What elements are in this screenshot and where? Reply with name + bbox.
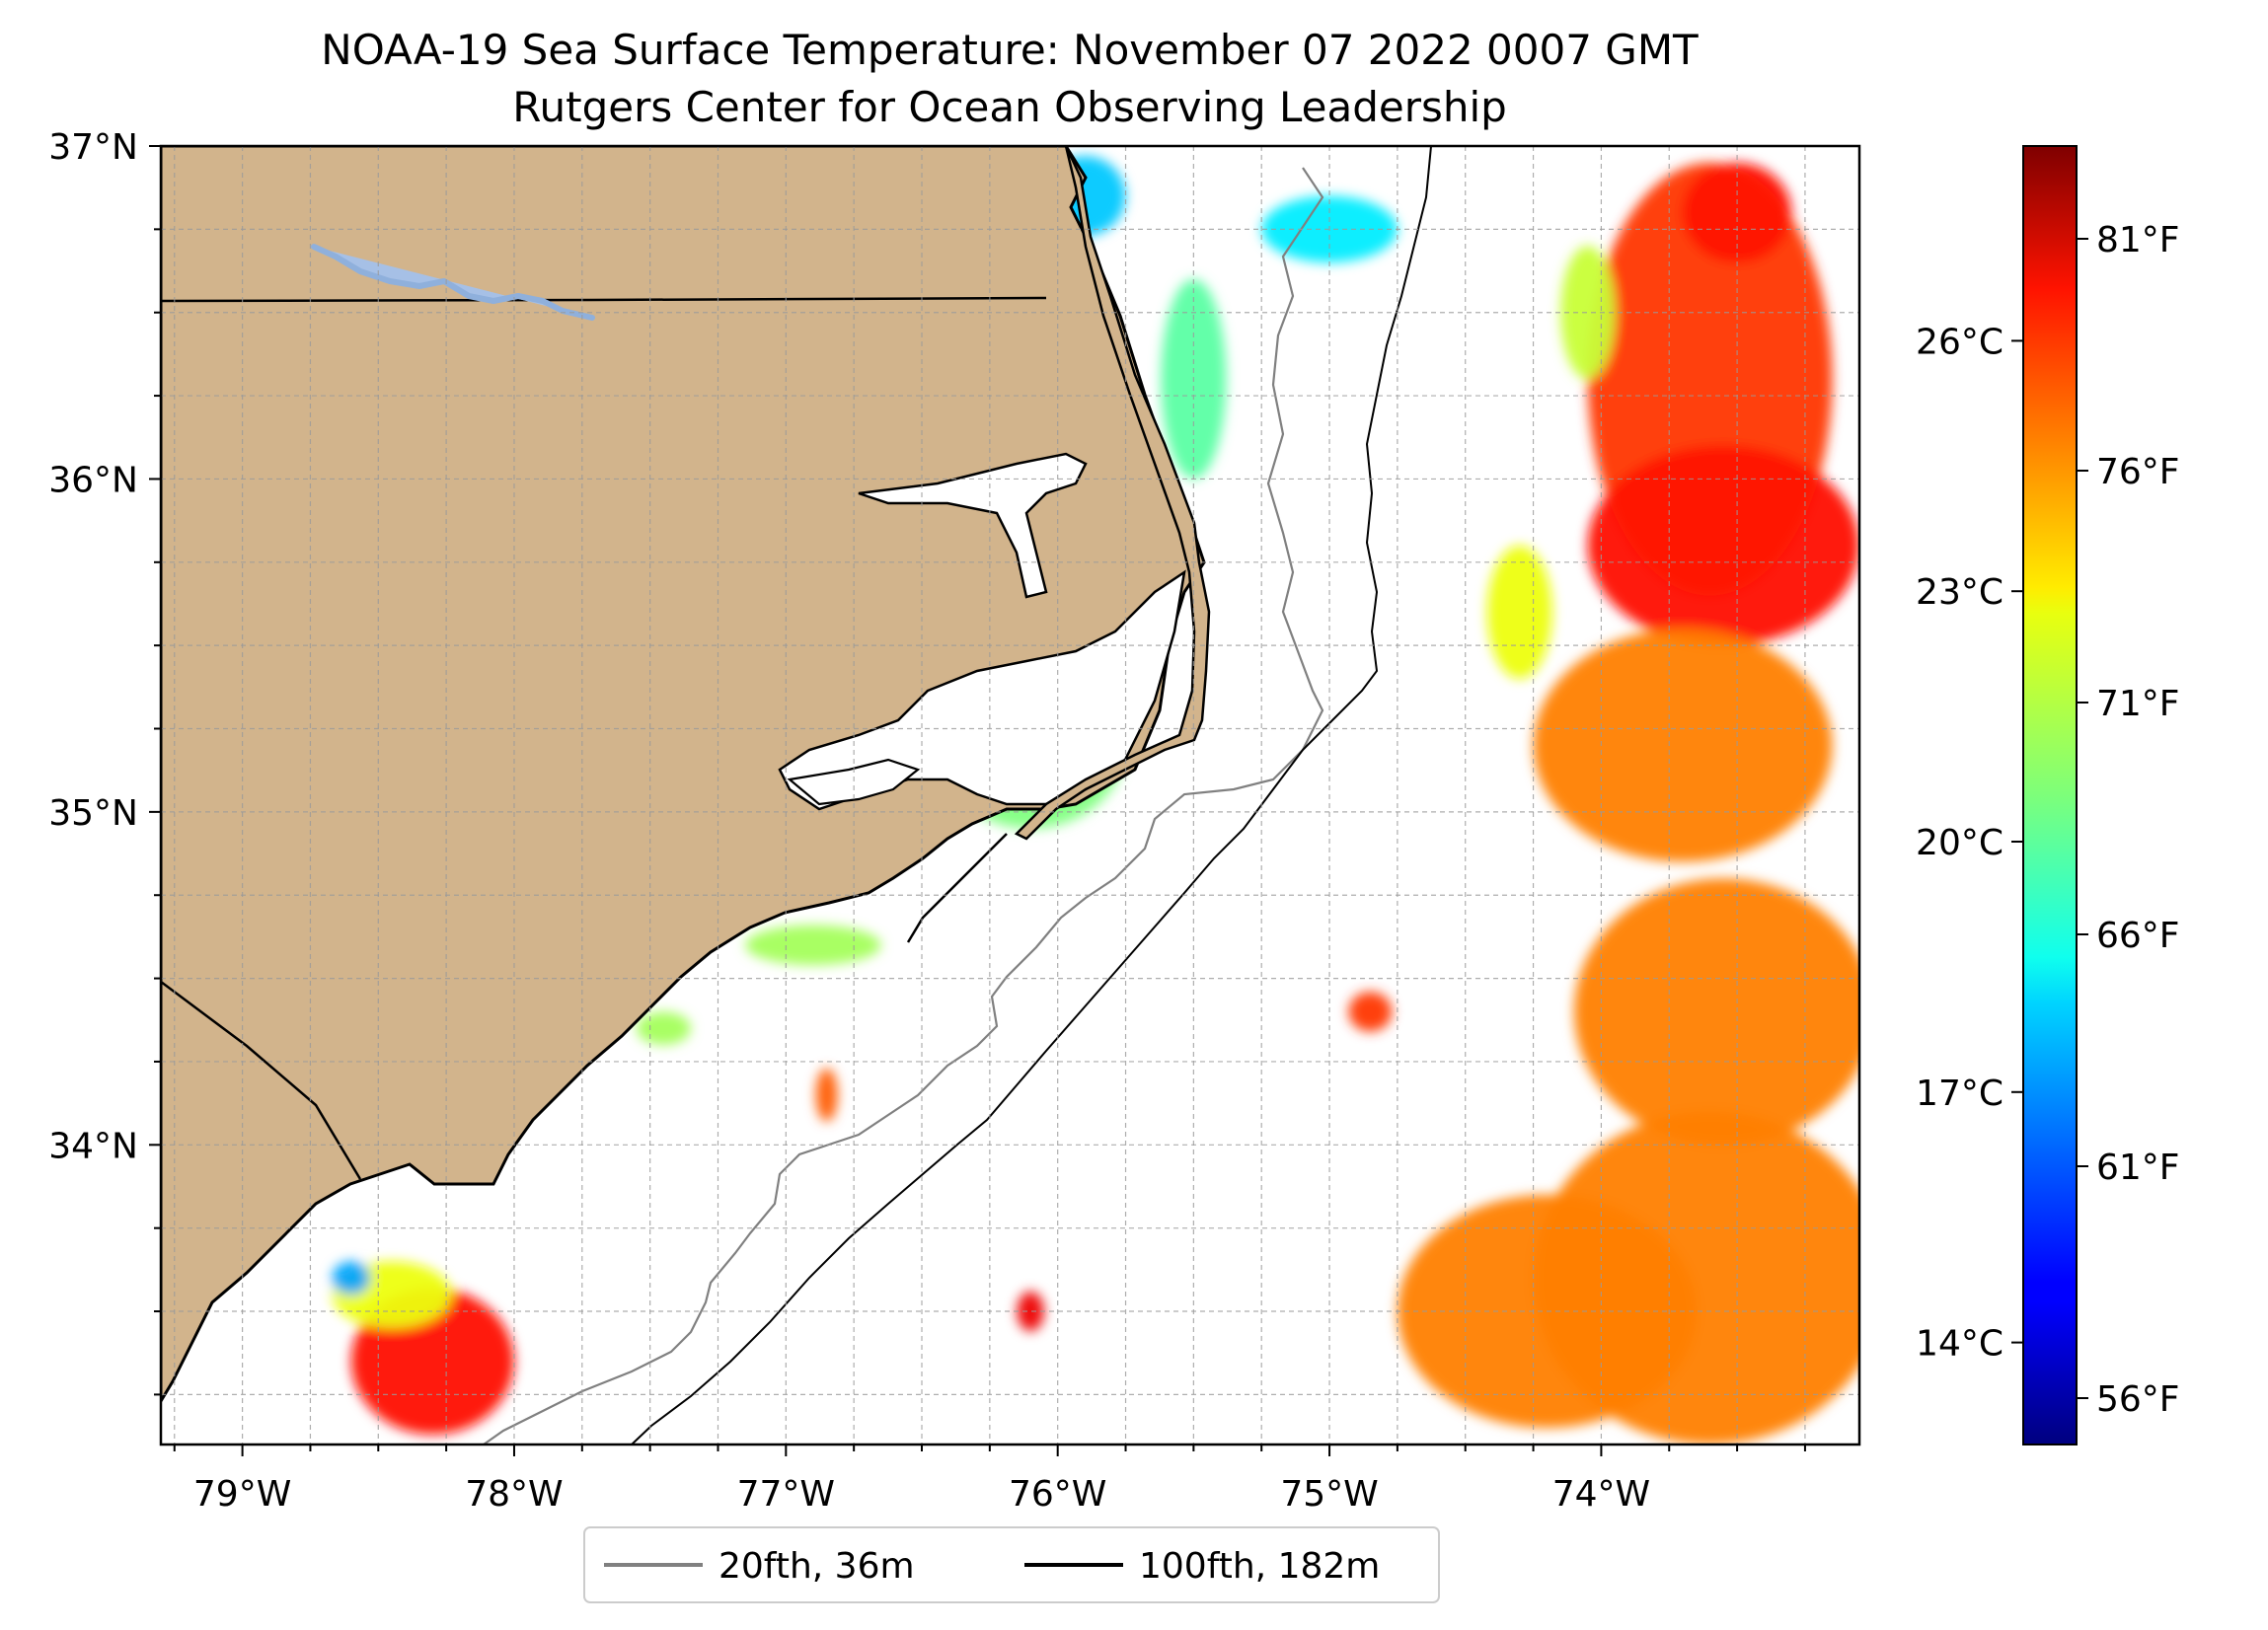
isobath-20fth: [483, 167, 1324, 1445]
sst-layer: [332, 156, 1859, 1445]
lat-tick-label: 35°N: [48, 793, 138, 834]
sst-patch: [1533, 629, 1833, 862]
fahrenheit-tick-label: 81°F: [2096, 220, 2180, 260]
map-title-line2: Rutgers Center for Ocean Observing Leade…: [512, 83, 1507, 131]
lat-tick-label: 34°N: [48, 1126, 138, 1166]
pamlico-sound: [778, 569, 1186, 811]
outer-banks: [1014, 146, 1211, 841]
latitude-axis: 37°N 36°N 35°N 34°N: [48, 127, 161, 1396]
gridlines: [161, 146, 1859, 1445]
fahrenheit-tick-label: 56°F: [2096, 1379, 2180, 1420]
sst-patch: [1348, 992, 1393, 1032]
lon-tick-label: 78°W: [465, 1474, 563, 1515]
fahrenheit-tick-label: 66°F: [2096, 916, 2180, 956]
legend-label-100fth: 100fth, 182m: [1139, 1546, 1380, 1587]
fahrenheit-tick-label: 76°F: [2096, 452, 2180, 492]
celsius-tick-label: 23°C: [1916, 572, 2003, 613]
sst-patch: [1017, 1291, 1044, 1332]
map-frame: [159, 144, 1861, 1446]
map-title-line1: NOAA-19 Sea Surface Temperature: Novembe…: [321, 26, 1699, 74]
longitude-axis: 79°W 78°W 77°W 76°W 75°W 74°W: [173, 1445, 1806, 1515]
va-nc-border: [161, 296, 1047, 303]
fahrenheit-tick-label: 71°F: [2096, 684, 2180, 724]
fahrenheit-tick-label: 61°F: [2096, 1148, 2180, 1188]
sst-patch: [332, 1261, 371, 1296]
legend-label-20fth: 20fth, 36m: [718, 1546, 915, 1587]
celsius-tick-label: 20°C: [1916, 823, 2003, 863]
colorbar-celsius-ticks: 14°C 17°C 20°C 23°C 26°C: [1916, 322, 2023, 1365]
sst-patch: [745, 925, 881, 966]
nc-sc-border: [161, 980, 362, 1180]
legend-box: [583, 1526, 1440, 1603]
colorbar-fahrenheit-ticks: 56°F 61°F 66°F 71°F 76°F 81°F: [2077, 220, 2180, 1420]
colorbar: 14°C 17°C 20°C 23°C 26°C 56°F 61°F 66°F 71°F 76°…: [1916, 145, 2180, 1445]
lon-tick-label: 75°W: [1280, 1474, 1378, 1515]
lat-tick-label: 37°N: [48, 127, 138, 168]
sst-patch: [636, 1011, 691, 1046]
sst-patch: [1486, 545, 1552, 679]
albemarle-sound: [858, 452, 1088, 599]
lon-tick-label: 77°W: [737, 1474, 835, 1515]
isobath-100fth: [631, 146, 1432, 1445]
lon-tick-label: 76°W: [1009, 1474, 1106, 1515]
colorbar-gradient: [2022, 145, 2078, 1445]
lat-tick-label: 36°N: [48, 460, 138, 500]
neuse-river: [787, 758, 921, 806]
celsius-tick-label: 14°C: [1916, 1324, 2003, 1365]
lon-tick-label: 79°W: [193, 1474, 291, 1515]
celsius-tick-label: 17°C: [1916, 1074, 2003, 1114]
lon-tick-label: 74°W: [1552, 1474, 1650, 1515]
sst-patch: [1573, 878, 1859, 1146]
celsius-tick-label: 26°C: [1916, 322, 2003, 362]
isobath-legend: 20fth, 36m 100fth, 182m: [583, 1526, 1440, 1603]
sst-patch: [1587, 445, 1859, 646]
sst-patch: [815, 1068, 838, 1122]
map-panel: [161, 146, 1859, 1445]
kerr-lake: [311, 244, 595, 321]
